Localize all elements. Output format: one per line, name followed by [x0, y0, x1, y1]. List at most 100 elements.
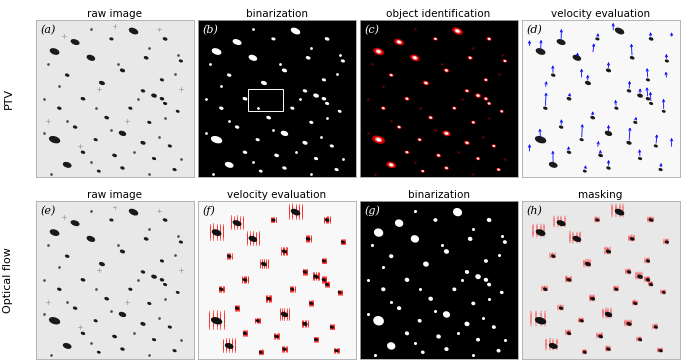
Ellipse shape — [606, 313, 612, 316]
Ellipse shape — [49, 318, 60, 324]
Ellipse shape — [243, 332, 247, 334]
Ellipse shape — [456, 30, 458, 32]
Ellipse shape — [549, 344, 557, 348]
Ellipse shape — [303, 142, 307, 144]
Ellipse shape — [423, 81, 429, 85]
Ellipse shape — [145, 238, 148, 240]
Ellipse shape — [503, 241, 506, 243]
Ellipse shape — [406, 98, 408, 99]
Ellipse shape — [129, 28, 138, 34]
Ellipse shape — [160, 98, 164, 100]
Ellipse shape — [430, 117, 431, 118]
Ellipse shape — [326, 284, 329, 285]
Ellipse shape — [488, 284, 490, 286]
Ellipse shape — [445, 167, 448, 169]
Ellipse shape — [374, 48, 384, 55]
Ellipse shape — [256, 139, 259, 141]
Ellipse shape — [236, 307, 238, 309]
Ellipse shape — [160, 79, 163, 81]
Ellipse shape — [325, 219, 329, 221]
Ellipse shape — [291, 288, 294, 290]
Ellipse shape — [434, 219, 437, 221]
Ellipse shape — [638, 94, 642, 97]
Ellipse shape — [51, 230, 59, 235]
Ellipse shape — [249, 55, 256, 60]
Ellipse shape — [376, 50, 381, 53]
Ellipse shape — [275, 154, 278, 157]
Ellipse shape — [453, 108, 455, 109]
Ellipse shape — [484, 260, 487, 262]
Ellipse shape — [323, 79, 325, 81]
Ellipse shape — [398, 41, 400, 43]
Ellipse shape — [121, 348, 124, 350]
Ellipse shape — [634, 302, 636, 304]
Ellipse shape — [437, 335, 440, 338]
Ellipse shape — [153, 158, 155, 159]
Ellipse shape — [627, 90, 630, 92]
Ellipse shape — [484, 278, 488, 281]
Ellipse shape — [536, 230, 545, 235]
Ellipse shape — [504, 60, 506, 62]
Ellipse shape — [558, 40, 565, 44]
Bar — [248, 89, 283, 111]
Ellipse shape — [421, 351, 424, 353]
Ellipse shape — [634, 122, 636, 123]
Ellipse shape — [66, 74, 69, 76]
Ellipse shape — [666, 241, 669, 243]
Text: velocity evaluation: velocity evaluation — [227, 190, 326, 199]
Ellipse shape — [424, 262, 428, 266]
Ellipse shape — [615, 288, 618, 290]
Ellipse shape — [419, 139, 421, 140]
Ellipse shape — [396, 220, 403, 226]
Ellipse shape — [425, 82, 427, 84]
Ellipse shape — [82, 151, 84, 153]
Ellipse shape — [456, 29, 460, 32]
Ellipse shape — [584, 352, 586, 353]
Ellipse shape — [129, 107, 132, 109]
Ellipse shape — [97, 170, 100, 172]
Ellipse shape — [436, 154, 440, 157]
Ellipse shape — [272, 219, 275, 221]
Ellipse shape — [560, 126, 562, 128]
Ellipse shape — [105, 298, 108, 300]
Ellipse shape — [303, 323, 307, 325]
Ellipse shape — [326, 103, 329, 104]
Ellipse shape — [413, 56, 417, 59]
Ellipse shape — [488, 219, 490, 221]
Ellipse shape — [662, 111, 665, 112]
Ellipse shape — [212, 136, 221, 143]
Ellipse shape — [406, 151, 409, 153]
Ellipse shape — [536, 49, 545, 54]
Ellipse shape — [227, 255, 231, 257]
Ellipse shape — [310, 122, 312, 123]
Ellipse shape — [113, 154, 116, 157]
Ellipse shape — [488, 102, 490, 104]
Ellipse shape — [560, 307, 562, 309]
Ellipse shape — [607, 69, 610, 72]
Ellipse shape — [160, 260, 163, 262]
Ellipse shape — [414, 57, 416, 58]
Ellipse shape — [283, 167, 286, 169]
Ellipse shape — [498, 169, 499, 170]
Ellipse shape — [236, 126, 238, 128]
Ellipse shape — [272, 38, 275, 40]
Ellipse shape — [591, 116, 595, 119]
Ellipse shape — [95, 320, 97, 322]
Ellipse shape — [164, 38, 166, 40]
Ellipse shape — [421, 170, 424, 172]
Ellipse shape — [453, 209, 462, 215]
Ellipse shape — [434, 38, 437, 40]
Ellipse shape — [488, 38, 490, 40]
Ellipse shape — [567, 98, 571, 100]
Ellipse shape — [615, 107, 618, 109]
Ellipse shape — [599, 154, 602, 157]
Ellipse shape — [390, 74, 393, 76]
Ellipse shape — [262, 263, 266, 265]
Ellipse shape — [536, 136, 545, 143]
Ellipse shape — [445, 132, 448, 134]
Ellipse shape — [121, 167, 124, 169]
Ellipse shape — [469, 56, 472, 59]
Ellipse shape — [418, 139, 421, 141]
Ellipse shape — [493, 145, 495, 147]
Ellipse shape — [73, 126, 77, 128]
